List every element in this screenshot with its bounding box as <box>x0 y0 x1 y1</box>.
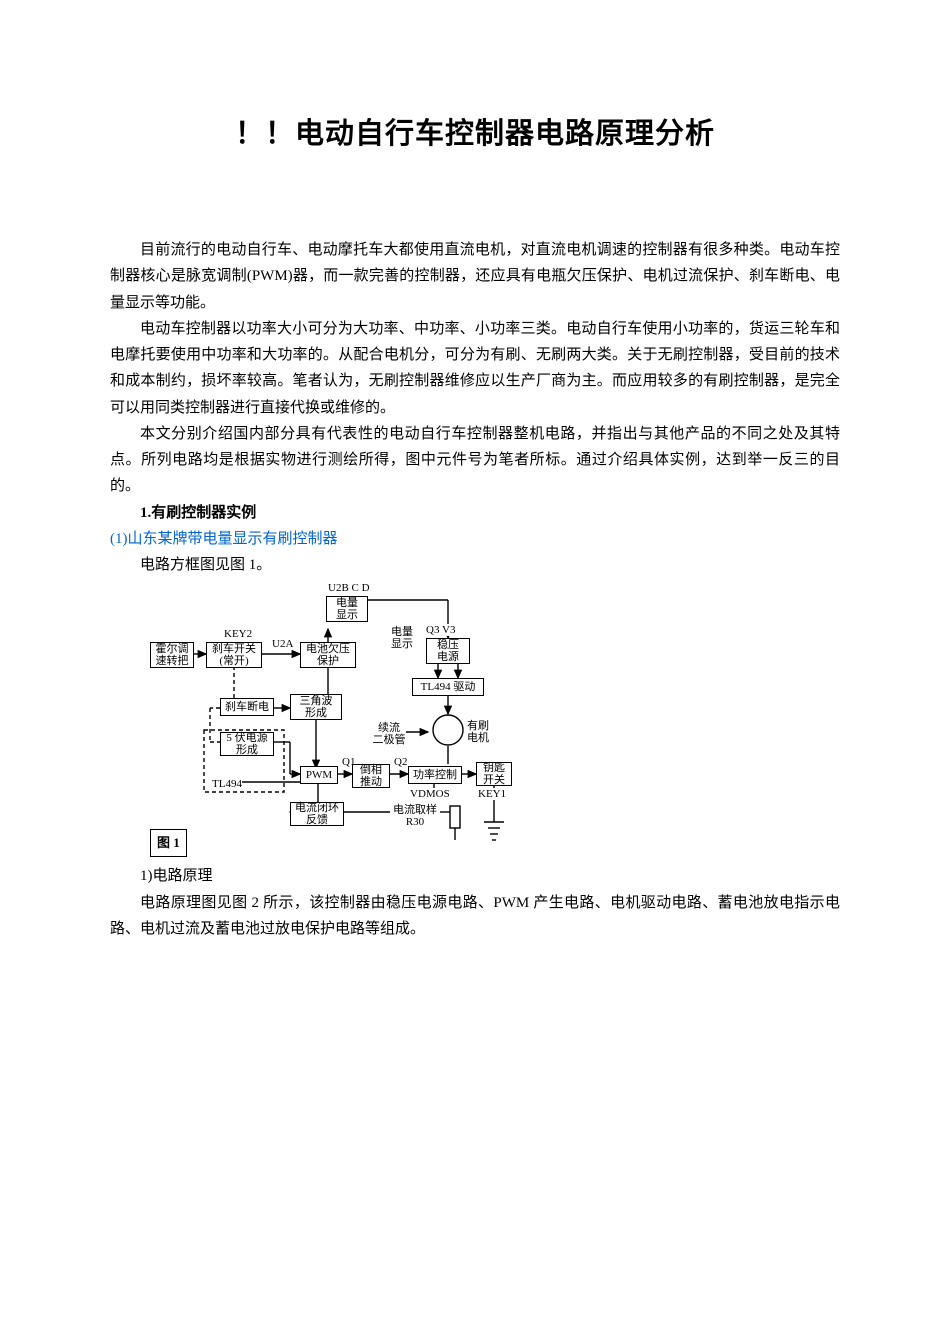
node-freewheel: 续流二极管 <box>372 722 406 746</box>
figure-1: KEY2 霍尔调速转把 刹车开关(常开) U2A 电池欠压保护 U2B C D … <box>150 582 530 857</box>
node-key-sw: 钥匙开关 <box>476 762 512 786</box>
node-push-pull: 倒相推动 <box>352 764 390 788</box>
paragraph-5: 1)电路原理 <box>110 863 840 889</box>
figure-1-label: 图 1 <box>150 829 187 858</box>
page-title: ！！电动自行车控制器电路原理分析 <box>110 110 840 152</box>
paragraph-4: 电路方框图见图 1。 <box>110 552 840 578</box>
paragraph-6: 电路原理图见图 2 所示，该控制器由稳压电源电路、PWM 产生电路、电机驱动电路… <box>110 890 840 943</box>
node-key2: KEY2 <box>224 628 252 640</box>
paragraph-1: 目前流行的电动自行车、电动摩托车大都使用直流电机，对直流电机调速的控制器有很多种… <box>110 237 840 316</box>
node-i-sample: 电流取样R30 <box>390 804 440 828</box>
example-link-1[interactable]: (1)山东某牌带电量显示有刷控制器 <box>110 526 840 552</box>
node-batt-disp2: 电量显示 <box>388 626 416 650</box>
node-q2: Q2 <box>394 756 407 768</box>
node-reg-psu: 稳压电源 <box>426 638 470 664</box>
node-vdmos: VDMOS <box>410 788 450 800</box>
node-u2bcd: U2B C D <box>328 582 370 594</box>
node-brake-cut: 刹车断电 <box>220 698 274 716</box>
node-hall: 霍尔调速转把 <box>150 642 194 668</box>
node-closed-loop: 电流闭环反馈 <box>290 802 344 826</box>
node-motor: 有刷电机 <box>464 720 492 744</box>
figure-1-container: KEY2 霍尔调速转把 刹车开关(常开) U2A 电池欠压保护 U2B C D … <box>150 582 840 857</box>
node-u2a: U2A <box>272 638 293 650</box>
paragraph-2: 电动车控制器以功率大小可分为大功率、中功率、小功率三类。电动自行车使用小功率的，… <box>110 316 840 421</box>
node-five-v: 5 伏电源形成 <box>220 732 274 756</box>
node-tri-wave: 三角波形成 <box>290 694 342 720</box>
node-brake-sw: 刹车开关(常开) <box>206 642 262 668</box>
section-heading-1: 1.有刷控制器实例 <box>110 500 840 526</box>
node-q3v3: Q3 V3 <box>426 624 455 636</box>
paragraph-3: 本文分别介绍国内部分具有代表性的电动自行车控制器整机电路，并指出与其他产品的不同… <box>110 421 840 500</box>
body-text: 目前流行的电动自行车、电动摩托车大都使用直流电机，对直流电机调速的控制器有很多种… <box>110 237 840 942</box>
node-tl494a: TL494 <box>212 778 242 790</box>
node-key1: KEY1 <box>478 788 506 800</box>
node-pwm: PWM <box>300 766 338 784</box>
node-pwr-ctrl: 功率控制 <box>408 766 462 784</box>
node-undervolt: 电池欠压保护 <box>300 642 356 668</box>
node-batt-disp: 电量显示 <box>326 596 368 622</box>
node-tl494-drv: TL494 驱动 <box>412 678 484 696</box>
